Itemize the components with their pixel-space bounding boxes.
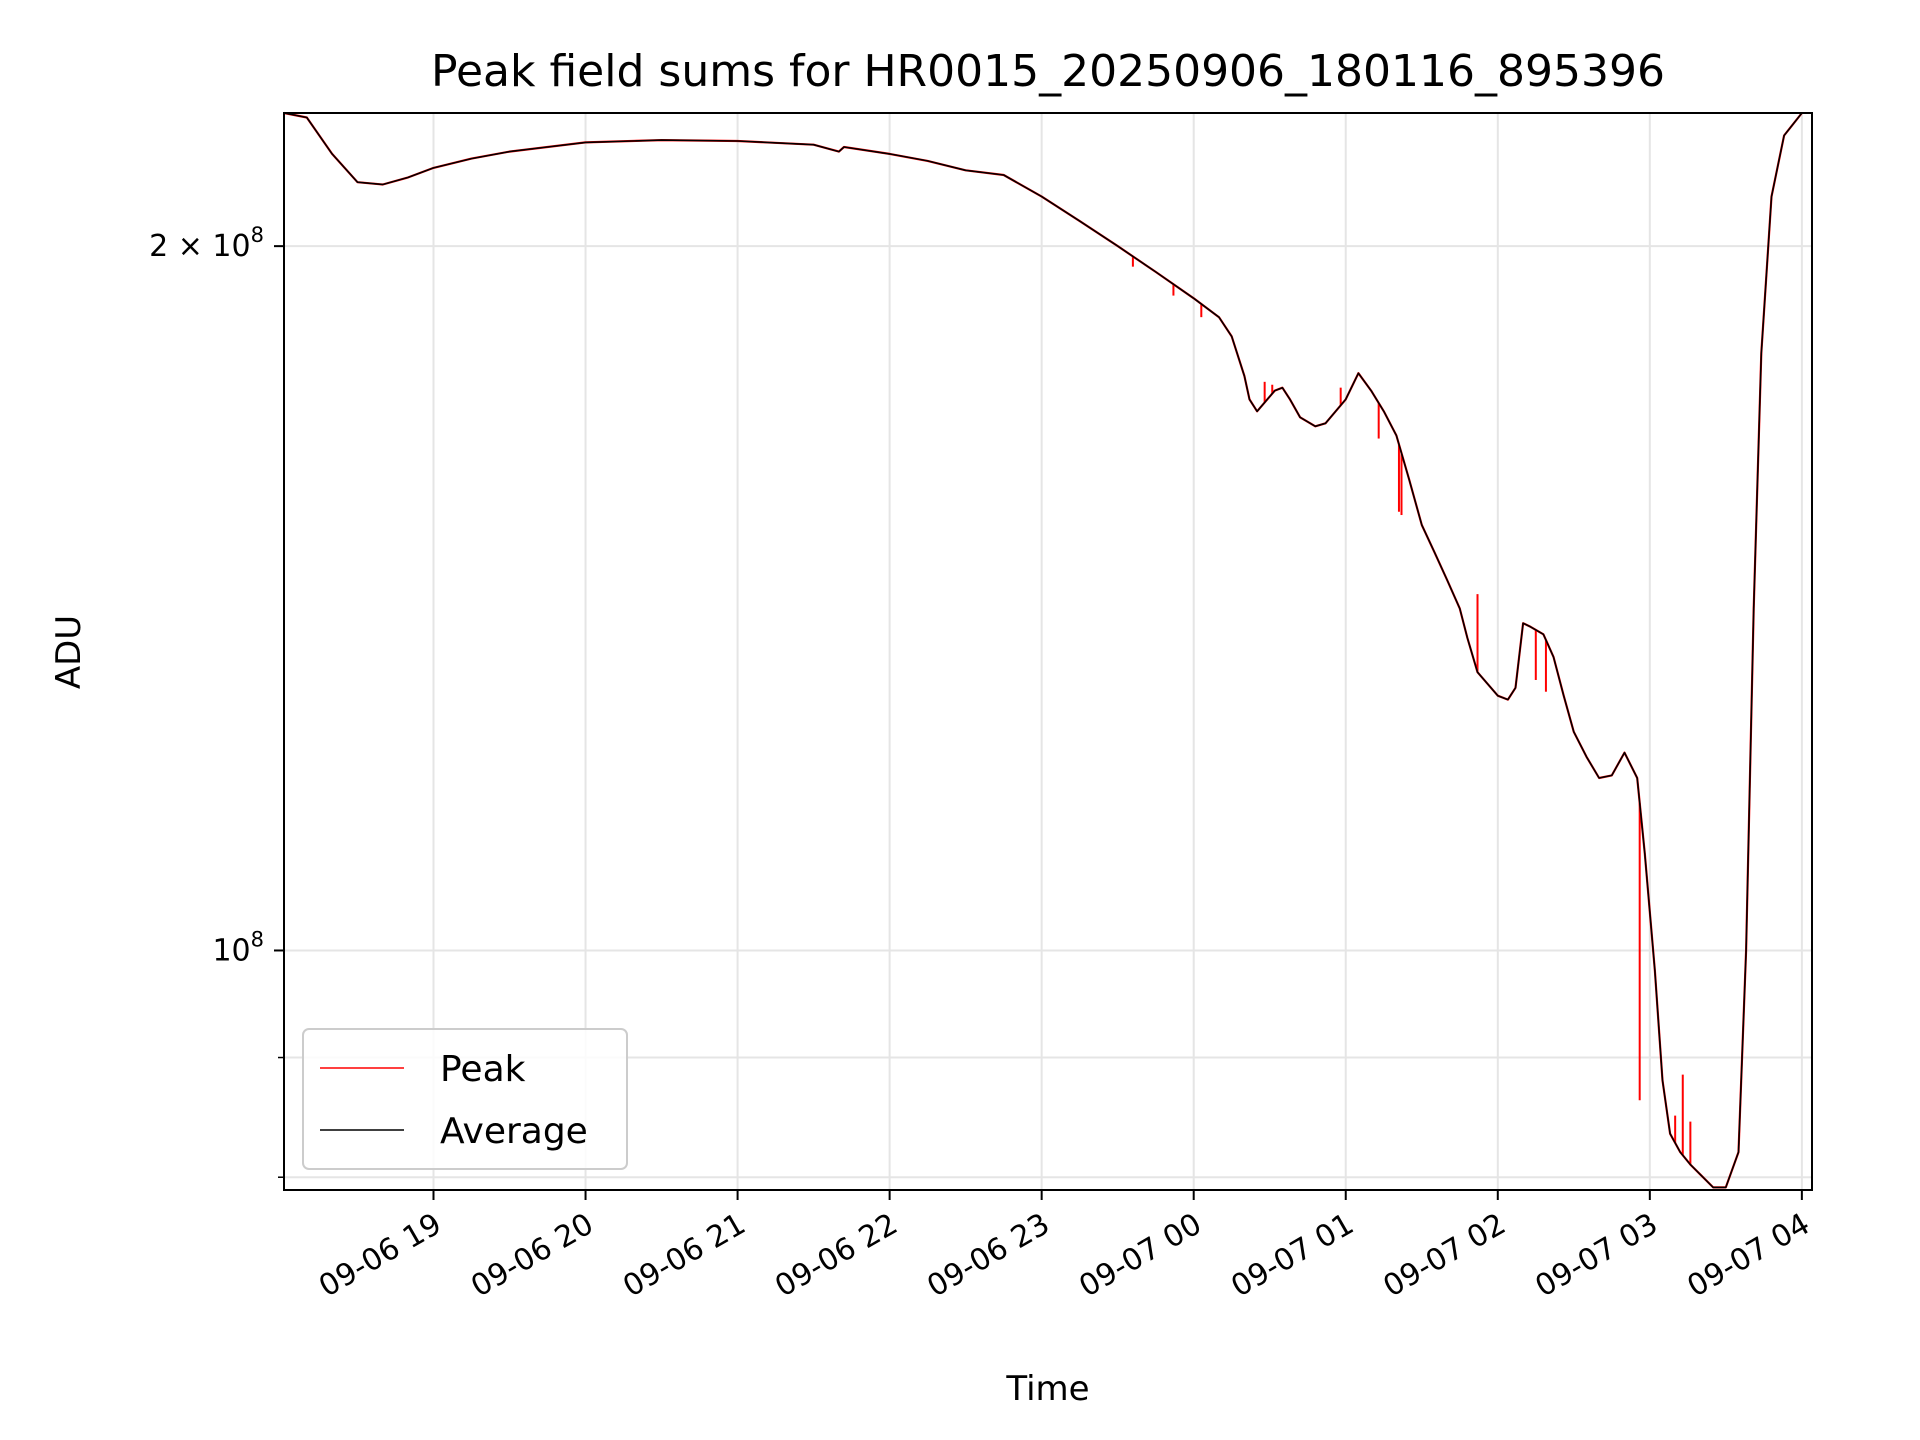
series-average: [283, 112, 1803, 1189]
plot-frame: [283, 112, 1813, 1191]
y-axis-title: ADU: [49, 615, 89, 689]
legend-label-peak: Peak: [440, 1049, 526, 1090]
y-tick-label: 2 × 108: [149, 223, 264, 264]
chart-title: Peak field sums for HR0015_20250906_1801…: [431, 46, 1665, 97]
average-line: [283, 112, 1803, 1189]
legend-box: [302, 1028, 628, 1170]
grid-lines: [284, 113, 1812, 1190]
legend: Peak Average: [302, 1028, 628, 1170]
legend-label-average: Average: [440, 1111, 588, 1152]
x-axis-title: Time: [1005, 1369, 1089, 1409]
